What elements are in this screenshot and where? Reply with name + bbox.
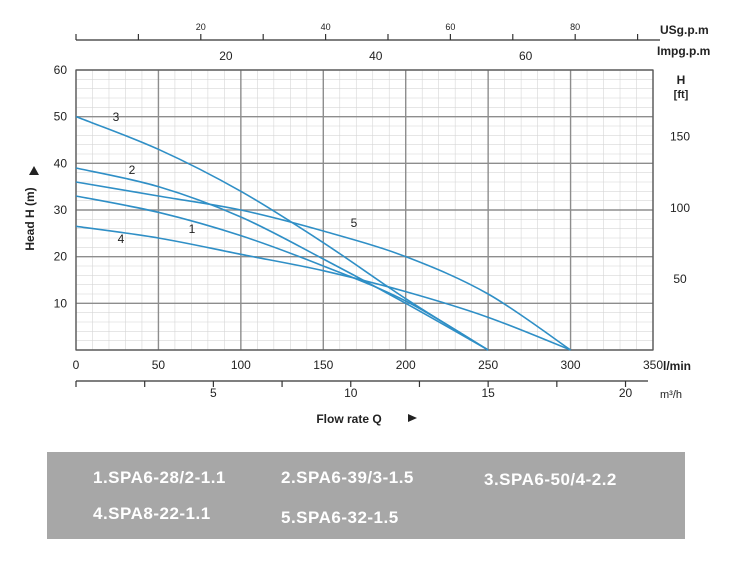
plot-frame: [75, 69, 654, 351]
m3h-unit-label: m³/h: [660, 389, 682, 401]
y-tick-label: 30: [54, 203, 68, 217]
impgpm-tick-label: 20: [219, 49, 233, 63]
curves: [75, 115, 572, 351]
usgpm-tick-label: 80: [570, 22, 580, 32]
curve-label-3: 3: [113, 110, 120, 124]
curve-label-4: 4: [118, 232, 125, 246]
usgpm-tick-label: 20: [196, 22, 206, 32]
y-axis-title: Head H (m): [23, 187, 37, 250]
labels: 1 2 3 4 5 10 20 30 40 50 60 0 50 100 150 200 250 300 350 l/…: [23, 22, 710, 426]
legend-item-2: 2.SPA6-39/3-1.5: [281, 468, 414, 487]
x-tick-label: 200: [396, 358, 416, 372]
x-axis-arrow: [408, 414, 417, 422]
usgpm-unit-label: USg.p.m: [660, 23, 709, 37]
m3h-tick-label: 15: [481, 386, 495, 400]
curve-4: [75, 225, 571, 351]
curve-label-2: 2: [129, 163, 136, 177]
m3h-tick-label: 10: [344, 386, 358, 400]
curve-3: [75, 115, 489, 351]
ft-axis-unit: [ft]: [674, 89, 689, 101]
x-axis-title: Flow rate Q: [316, 412, 381, 426]
ft-tick-label: 50: [673, 272, 687, 286]
x-tick-label: 250: [478, 358, 498, 372]
legend-item-4: 4.SPA8-22-1.1: [93, 504, 211, 523]
m3h-tick-label: 5: [210, 386, 217, 400]
axes: [75, 34, 660, 387]
curve-1: [75, 195, 489, 351]
x-unit-label: l/min: [663, 359, 691, 373]
curve-label-1: 1: [189, 222, 196, 236]
grid: [75, 69, 654, 351]
m3h-tick-label: 20: [619, 386, 633, 400]
x-tick-label: 0: [73, 358, 80, 372]
x-tick-label: 150: [313, 358, 333, 372]
impgpm-unit-label: Impg.p.m: [657, 44, 710, 58]
x-tick-label: 100: [231, 358, 251, 372]
pump-performance-chart: 1 2 3 4 5 10 20 30 40 50 60 0 50 100 150 200 250 300 350 l/…: [23, 22, 710, 426]
curve-5: [75, 181, 572, 351]
x-tick-label: 350: [643, 358, 663, 372]
legend-item-1: 1.SPA6-28/2-1.1: [93, 468, 226, 487]
y-tick-label: 20: [54, 250, 68, 264]
curve-2: [75, 167, 489, 351]
y-tick-label: 40: [54, 156, 68, 170]
y-tick-label: 60: [54, 63, 68, 77]
usgpm-tick-label: 40: [321, 22, 331, 32]
curve-label-5: 5: [351, 216, 358, 230]
impgpm-tick-label: 60: [519, 49, 533, 63]
y-axis-arrow: [29, 166, 39, 175]
ft-tick-label: 150: [670, 130, 690, 144]
x-tick-label: 50: [152, 358, 166, 372]
x-tick-label: 300: [561, 358, 581, 372]
usgpm-tick-label: 60: [445, 22, 455, 32]
impgpm-tick-label: 40: [369, 49, 383, 63]
ft-axis-title: H: [677, 73, 686, 87]
model-legend: 1.SPA6-28/2-1.1 2.SPA6-39/3-1.5 3.SPA6-5…: [47, 452, 685, 539]
legend-item-3: 3.SPA6-50/4-2.2: [484, 470, 617, 489]
legend-item-5: 5.SPA6-32-1.5: [281, 508, 399, 527]
ft-tick-label: 100: [670, 201, 690, 215]
y-tick-label: 10: [54, 296, 68, 310]
y-tick-label: 50: [54, 110, 68, 124]
